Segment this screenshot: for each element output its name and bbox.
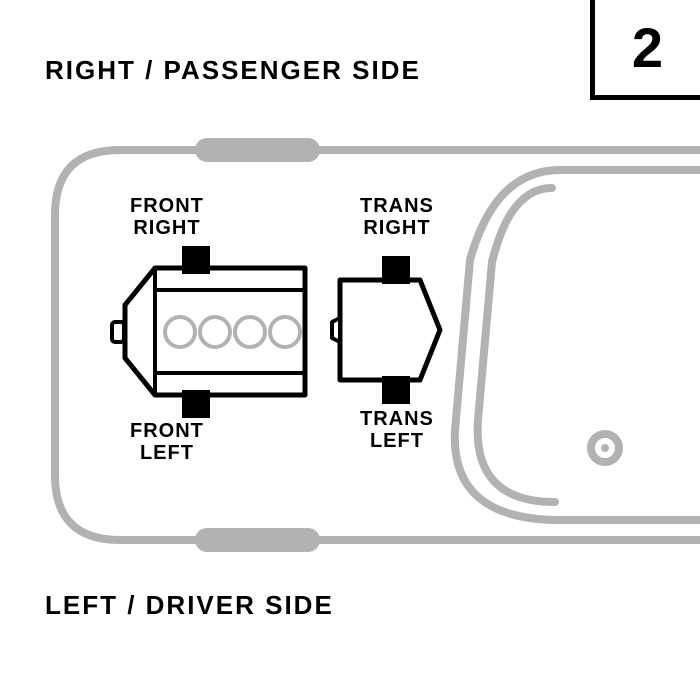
- label-trans-left: TRANS LEFT: [360, 408, 434, 452]
- label-trans-right: TRANS RIGHT: [360, 195, 434, 239]
- mount-trans-right: [382, 256, 410, 284]
- transmission-icon: [332, 280, 440, 380]
- label-front-right: FRONT RIGHT: [130, 195, 204, 239]
- label-front-left: FRONT LEFT: [130, 420, 204, 464]
- car-diagram: [0, 0, 700, 700]
- mount-trans-left: [382, 376, 410, 404]
- engine-icon: [112, 268, 305, 395]
- door-marker-bottom: [195, 528, 320, 552]
- mount-front-left: [182, 390, 210, 418]
- mount-front-right: [182, 246, 210, 274]
- door-marker-top: [195, 138, 320, 162]
